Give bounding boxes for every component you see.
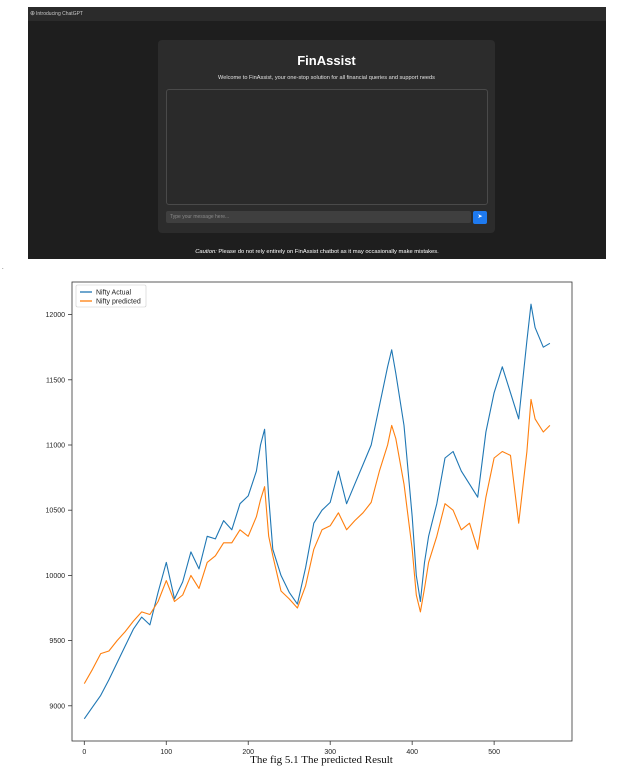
send-arrow-icon: ➤ [477,214,483,220]
chat-card: FinAssist Welcome to FinAssist, your one… [158,40,495,233]
series-lines [83,303,551,720]
page-dot-mark: . [2,265,4,271]
browser-tab-bar: ⊕ Introducing ChatGPT [28,7,606,21]
caution-label: Caution: [195,249,217,255]
plot-frame [71,281,573,742]
welcome-text: Welcome to FinAssist, your one-stop solu… [218,75,435,81]
tab-favicon-icon: ⊕ [30,11,36,17]
series-line-predicted [83,398,551,684]
y-tick-label: 11000 [46,442,65,449]
x-axis-ticks: 0 100 200 300 400 500 [82,741,500,754]
x-tick-label: 100 [160,749,172,754]
y-tick-label: 10500 [46,508,66,515]
legend-box [75,284,147,308]
legend-label: Nifty Actual [96,290,131,297]
y-tick-label: 11500 [46,377,65,384]
send-button[interactable]: ➤ [473,211,487,224]
x-tick-label: 0 [82,749,86,754]
legend: Nifty Actual Nifty predicted [75,284,147,308]
y-tick-label: 9000 [49,703,65,710]
chat-history-area [166,89,488,205]
x-tick-label: 500 [488,749,500,754]
chat-app-screenshot: ⊕ Introducing ChatGPT FinAssist Welcome … [28,7,606,259]
legend-label: Nifty predicted [96,299,141,306]
figure-caption: The fig 5.1 The predicted Result [250,754,393,766]
app-title: FinAssist [297,53,356,68]
x-tick-label: 300 [324,749,336,754]
caution-text: Please do not rely entirely on FinAssist… [218,249,439,255]
tab-title[interactable]: Introducing ChatGPT [36,11,83,17]
caution-note: Caution: Please do not rely entirely on … [28,249,606,255]
message-input[interactable] [166,211,471,223]
series-line-actual [83,303,551,720]
x-tick-label: 200 [242,749,254,754]
x-tick-label: 400 [406,749,418,754]
y-tick-label: 10000 [46,573,66,580]
y-tick-label: 12000 [46,312,66,319]
y-tick-label: 9500 [49,638,65,645]
y-axis-ticks: 9000 9500 10000 10500 11000 11500 12000 [46,312,72,710]
nifty-line-chart: 0 100 200 300 400 500 9000 9500 10000 10500 11000… [46,281,573,754]
